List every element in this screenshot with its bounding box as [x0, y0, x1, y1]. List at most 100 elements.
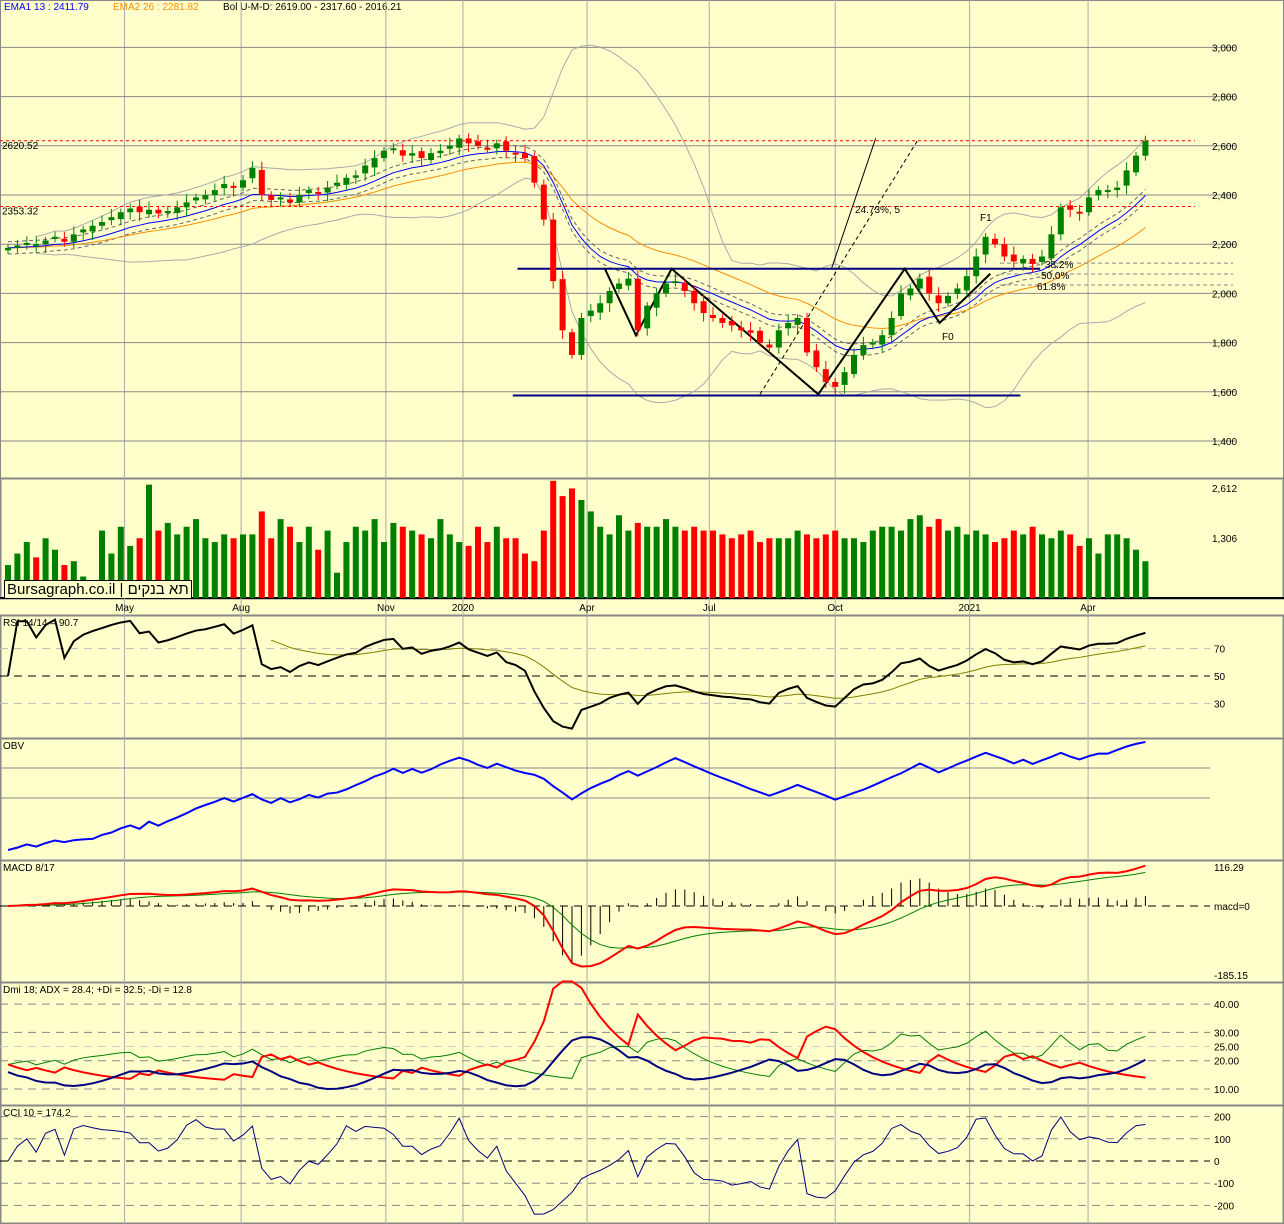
volume-bar [982, 534, 989, 598]
candle-up [493, 143, 500, 149]
volume-bar [644, 526, 651, 598]
volume-bar [334, 572, 340, 598]
volume-bar [493, 526, 500, 598]
candle-up [117, 212, 124, 220]
volume-bar [503, 538, 510, 598]
candle-up [1057, 207, 1064, 235]
price-tick-label: 1,400 [1212, 437, 1237, 448]
volume-bar [155, 530, 162, 598]
candle-down [813, 350, 820, 368]
candle-down [634, 278, 641, 331]
volume-bar [202, 538, 209, 598]
projection-dashed-line [759, 138, 920, 395]
month-label: Apr [579, 603, 595, 614]
candle-down [484, 147, 491, 150]
volume-bar [249, 534, 256, 598]
volume-bar [1048, 538, 1055, 598]
volume-bar [578, 499, 585, 598]
candle-down [710, 315, 716, 318]
month-label: May [115, 603, 134, 614]
volume-bar [606, 534, 613, 598]
brand-watermark: Bursagraph.co.il | תא בנקים [4, 580, 192, 598]
volume-bar [183, 526, 190, 598]
candle-down [1001, 244, 1008, 257]
volume-bar [1010, 530, 1017, 598]
candle-up [954, 288, 961, 294]
volume-bar [888, 526, 895, 598]
candle-up [869, 342, 876, 345]
candle-down [258, 169, 265, 195]
volume-bar [597, 526, 604, 598]
volume-bar [33, 557, 40, 598]
candle-up [851, 354, 857, 375]
projection-line [830, 138, 877, 269]
candle-up [587, 310, 594, 317]
volume-bar [381, 542, 387, 598]
volume-bar [164, 522, 171, 598]
candle-down [155, 209, 162, 214]
rsi-label: RSI 14/14 = 90.7 [3, 618, 79, 629]
rsi-line [7, 618, 1146, 730]
volume-bar [851, 538, 857, 598]
candle-up [334, 182, 340, 186]
candle-down [540, 184, 547, 220]
volume-bar [230, 538, 237, 598]
candle-up [174, 207, 181, 213]
candle-down [700, 301, 707, 314]
candle-up [80, 229, 87, 233]
fib-label: 38.2% [1045, 260, 1073, 271]
price-tick-label: 3,000 [1212, 43, 1237, 54]
candle-up [625, 278, 632, 286]
rsi-tick-label: 30 [1214, 699, 1226, 710]
volume-bar [710, 530, 716, 598]
volume-bar [418, 534, 425, 598]
volume-bar [1057, 530, 1064, 598]
candle-down [569, 332, 575, 355]
volume-bar [1039, 534, 1045, 598]
volume-bar [747, 530, 754, 598]
candle-up [108, 217, 115, 221]
candle-down [681, 283, 688, 291]
macd-signal-line [7, 871, 1146, 949]
candle-down [230, 185, 237, 188]
ema-envelope-lower [7, 157, 1146, 357]
candle-up [437, 150, 444, 154]
price-tick-label: 2,800 [1212, 93, 1237, 104]
candle-up [193, 197, 199, 201]
candle-down [1010, 254, 1017, 262]
volume-bar [42, 538, 49, 598]
candle-up [164, 210, 171, 213]
candle-up [211, 190, 218, 195]
candle-down [559, 279, 566, 331]
adx-line [7, 1036, 1146, 1091]
candle-up [1133, 155, 1139, 173]
volume-bar [672, 526, 679, 598]
volume-bar [926, 526, 933, 598]
volume-bar [916, 515, 923, 598]
candle-up [597, 303, 604, 313]
candle-up [672, 281, 679, 284]
volume-bar [1076, 545, 1083, 598]
candle-up [606, 290, 613, 304]
volume-bar [935, 519, 942, 598]
candle-up [578, 318, 585, 355]
panel-frame [0, 737, 1284, 862]
bollinger-upper [36, 44, 1146, 297]
candle-down [475, 141, 481, 146]
candle-up [446, 145, 453, 149]
candle-up [146, 209, 152, 215]
candle-down [512, 152, 519, 155]
candle-down [136, 206, 143, 213]
candle-up [1104, 190, 1111, 193]
candle-up [456, 138, 463, 148]
dmi-label: Dmi 18; ADX = 28.4; +Di = 32.5; -Di = 12… [3, 985, 192, 996]
volume-bar [409, 530, 416, 598]
candle-up [1086, 197, 1092, 213]
candle-down [766, 344, 773, 348]
panel-frame [0, 1104, 1284, 1224]
panel-frame [0, 614, 1284, 740]
volume-bar [108, 553, 115, 598]
volume-tick-label: 1,306 [1212, 534, 1237, 545]
volume-bar [634, 522, 641, 598]
